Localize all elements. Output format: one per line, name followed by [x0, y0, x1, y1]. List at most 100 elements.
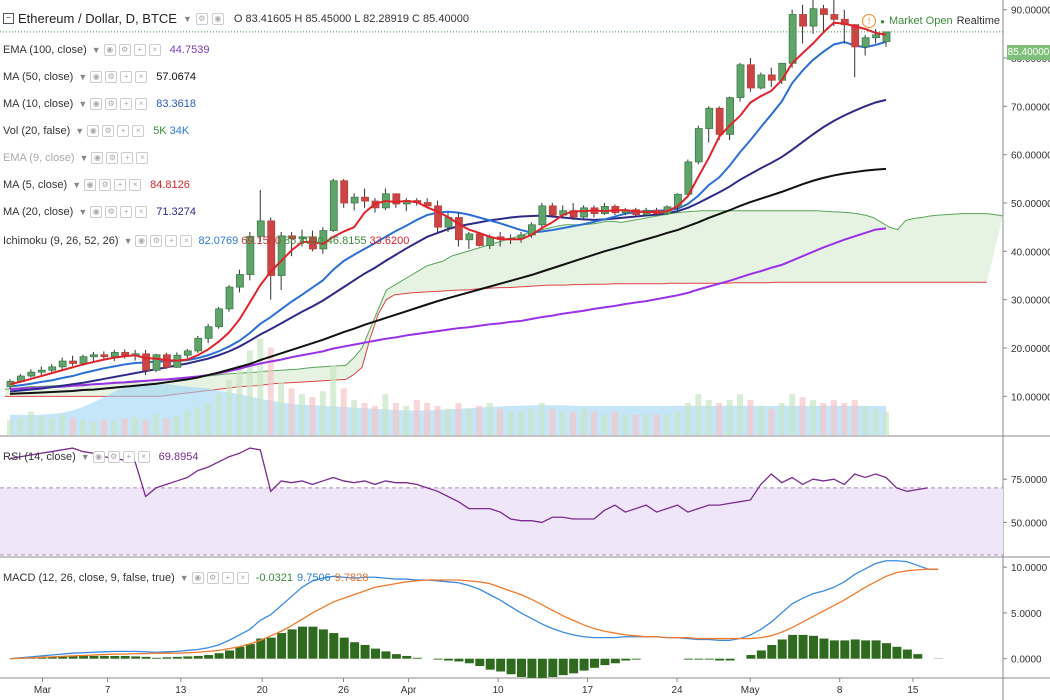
eye-icon[interactable]: ◉: [103, 44, 116, 56]
close-icon[interactable]: ×: [135, 206, 148, 218]
chevron-down-icon[interactable]: ▼: [179, 573, 189, 583]
settings-icon[interactable]: ⚙: [150, 235, 163, 247]
volume-bar: [48, 418, 55, 435]
close-icon[interactable]: ×: [137, 451, 150, 463]
legend-row[interactable]: EMA (100, close) ▼ ◉ ⚙ + × 44.7539: [3, 44, 209, 56]
macd-hist-bar: [193, 655, 203, 659]
chevron-down-icon[interactable]: ▼: [78, 72, 88, 82]
macd-hist-bar: [767, 644, 777, 659]
settings-icon[interactable]: ⚙: [105, 71, 118, 83]
volume-bar: [611, 411, 618, 435]
candle-body: [726, 97, 734, 135]
add-icon[interactable]: +: [122, 451, 135, 463]
market-status[interactable]: ! ● Market Open Realtime: [862, 14, 1000, 28]
close-icon[interactable]: ×: [135, 98, 148, 110]
volume-bar: [789, 394, 796, 435]
ichimoku-legend[interactable]: Ichimoku (9, 26, 52, 26) ▼ ◉ ⚙ + × 82.07…: [3, 235, 409, 247]
close-icon[interactable]: ×: [136, 152, 149, 164]
legend-row[interactable]: EMA (9, close) ▼ ◉ ⚙ + ×: [3, 152, 149, 164]
eye-icon[interactable]: ◉: [135, 235, 148, 247]
indicator-value: 85.4000: [284, 235, 324, 247]
eye-icon[interactable]: ◉: [90, 98, 103, 110]
chevron-down-icon[interactable]: ▼: [78, 207, 88, 217]
chevron-down-icon[interactable]: ▼: [80, 452, 90, 462]
close-icon[interactable]: ×: [148, 44, 161, 56]
chevron-down-icon[interactable]: ▼: [78, 99, 88, 109]
chevron-down-icon[interactable]: ▼: [91, 45, 101, 55]
settings-icon[interactable]: ⚙: [105, 98, 118, 110]
volume-bar: [173, 416, 180, 435]
eye-icon[interactable]: ◉: [91, 152, 104, 164]
settings-icon[interactable]: ⚙: [107, 451, 120, 463]
add-icon[interactable]: +: [114, 179, 127, 191]
macd-hist-bar: [746, 655, 756, 659]
candle-body: [37, 369, 46, 373]
eye-icon[interactable]: ◉: [90, 206, 103, 218]
macd-hist-bar: [715, 658, 725, 661]
volume-bar: [17, 417, 24, 435]
legend-row[interactable]: MA (5, close) ▼ ◉ ⚙ + × 84.8126: [3, 179, 190, 191]
rsi-tick-label: 50.0000: [1011, 518, 1048, 529]
add-icon[interactable]: +: [221, 572, 234, 584]
volume-bar: [142, 419, 149, 435]
candle-body: [861, 37, 870, 48]
settings-icon[interactable]: ⚙: [206, 572, 219, 584]
collapse-icon[interactable]: −: [3, 13, 14, 24]
eye-icon[interactable]: ◉: [87, 125, 100, 137]
settings-icon[interactable]: ⚙: [99, 179, 112, 191]
settings-icon[interactable]: ⚙: [118, 44, 131, 56]
eye-icon[interactable]: ◉: [84, 179, 97, 191]
x-tick-label: 24: [671, 685, 683, 696]
candle-body: [256, 220, 265, 237]
add-icon[interactable]: +: [120, 71, 133, 83]
chevron-down-icon[interactable]: ▼: [123, 236, 133, 246]
candle-body: [799, 14, 807, 27]
eye-icon[interactable]: ◉: [92, 451, 105, 463]
legend-row[interactable]: MA (50, close) ▼ ◉ ⚙ + × 57.0674: [3, 71, 196, 83]
ohlc-readout: O 83.41605 H 85.45000 L 82.28919 C 85.40…: [233, 12, 469, 25]
close-icon[interactable]: ×: [135, 71, 148, 83]
add-icon[interactable]: +: [133, 44, 146, 56]
macd-tick-label: 0.0000: [1011, 655, 1042, 666]
indicator-label: Ichimoku (9, 26, 52, 26): [3, 235, 119, 247]
add-icon[interactable]: +: [120, 206, 133, 218]
indicator-label: MA (5, close): [3, 179, 68, 191]
macd-legend[interactable]: MACD (12, 26, close, 9, false, true) ▼ ◉…: [3, 572, 368, 584]
price-tick-label: 90.00000: [1011, 6, 1050, 17]
eye-icon[interactable]: ◉: [191, 572, 204, 584]
close-icon[interactable]: ×: [236, 572, 249, 584]
macd-hist-bar: [99, 655, 109, 659]
symbol-title[interactable]: Ethereum / Dollar, D, BTCE: [18, 11, 177, 26]
indicator-value: 84.8126: [150, 179, 190, 191]
rsi-legend[interactable]: RSI (14, close) ▼ ◉ ⚙ + × 69.8954: [3, 451, 198, 463]
chevron-down-icon[interactable]: ▼: [182, 13, 192, 24]
close-icon[interactable]: ×: [129, 179, 142, 191]
volume-bar: [121, 418, 128, 435]
eye-icon[interactable]: ◉: [90, 71, 103, 83]
close-icon[interactable]: ×: [180, 235, 193, 247]
chevron-down-icon[interactable]: ▼: [72, 180, 82, 190]
settings-icon[interactable]: ⚙: [105, 206, 118, 218]
settings-icon[interactable]: ⚙: [106, 152, 119, 164]
macd-hist-bar: [58, 656, 68, 659]
add-icon[interactable]: +: [165, 235, 178, 247]
settings-icon[interactable]: ⚙: [102, 125, 115, 137]
chevron-down-icon[interactable]: ▼: [75, 126, 85, 136]
candle-body: [820, 8, 828, 15]
add-icon[interactable]: +: [120, 98, 133, 110]
add-icon[interactable]: +: [121, 152, 134, 164]
chevron-down-icon[interactable]: ▼: [79, 153, 89, 163]
warning-icon: !: [862, 14, 877, 28]
legend-row[interactable]: MA (10, close) ▼ ◉ ⚙ + × 83.3618: [3, 98, 196, 110]
volume-bar: [851, 400, 858, 435]
legend-row[interactable]: MA (20, close) ▼ ◉ ⚙ + × 71.3274: [3, 206, 196, 218]
add-icon[interactable]: +: [117, 125, 130, 137]
macd-hist-bar: [558, 658, 568, 676]
settings-icon[interactable]: ⚙: [195, 12, 208, 25]
macd-hist-bar: [360, 644, 370, 659]
legend-row[interactable]: Vol (20, false) ▼ ◉ ⚙ + × 5K 34K: [3, 125, 189, 137]
visibility-icon[interactable]: ◉: [211, 12, 224, 25]
close-icon[interactable]: ×: [132, 125, 145, 137]
volume-bar: [559, 411, 566, 435]
